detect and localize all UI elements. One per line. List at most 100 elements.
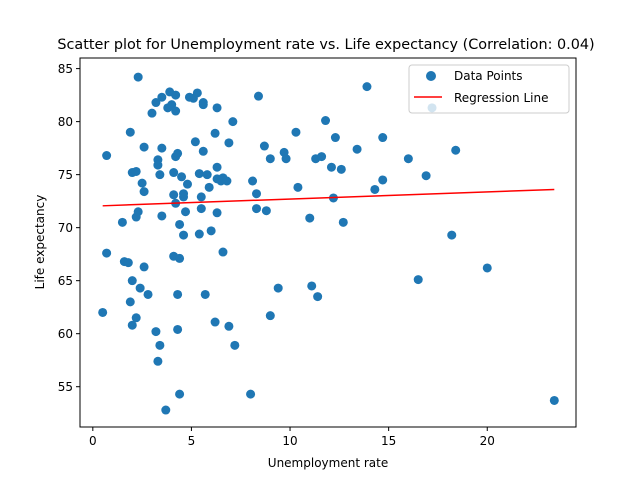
data-point [210,317,220,327]
data-point [181,207,191,217]
data-point [198,100,208,110]
data-point [248,176,258,186]
data-point [135,283,145,293]
data-point [218,247,228,257]
data-point [224,321,234,331]
regression-line [102,188,555,207]
data-point [273,283,283,293]
data-point [177,172,187,182]
data-point [171,106,181,116]
data-point [153,356,163,366]
data-point [139,262,149,272]
data-point [338,217,348,227]
data-point [151,98,161,108]
data-point [413,275,423,285]
y-tick-label: 85 [58,62,73,76]
data-point [447,230,457,240]
data-point [125,297,135,307]
data-point [336,164,346,174]
data-point [252,204,262,214]
y-tick-label: 75 [58,168,73,182]
data-point [131,166,141,176]
data-point [212,162,222,172]
data-point [378,175,388,185]
data-point [305,213,315,223]
data-point [330,133,340,143]
chart-title: Scatter plot for Unemployment rate vs. L… [57,37,594,53]
data-point [200,289,210,299]
data-point [161,405,171,415]
data-point [326,162,336,172]
data-point [362,82,372,92]
data-point [123,258,133,268]
data-point [175,219,185,229]
data-point [192,88,202,98]
y-axis-label: Life expectancy [33,195,47,290]
data-point [155,170,165,180]
data-point [194,169,204,179]
data-points [98,72,559,415]
data-point [317,152,327,162]
y-tick-label: 55 [58,380,73,394]
x-axis-label: Unemployment rate [268,456,388,470]
data-point [137,178,147,188]
data-point [265,311,275,321]
x-tick-label: 20 [480,434,495,448]
data-point [281,154,291,164]
x-tick-label: 10 [282,434,297,448]
data-point [321,116,331,126]
data-point [403,154,413,164]
x-tick-label: 5 [188,434,196,448]
data-point [252,189,262,199]
axis-ticks: 0 5 10 15 20 55 60 65 70 75 80 85 [58,62,495,448]
data-point [190,137,200,147]
data-point [179,230,189,240]
data-point [169,168,179,178]
data-point [204,182,214,192]
data-point [133,207,143,217]
data-point [202,170,212,180]
data-point [157,92,167,102]
data-point [370,184,380,194]
data-point [173,289,183,299]
data-point [194,229,204,239]
y-tick-label: 80 [58,115,73,129]
data-point [179,189,189,199]
legend: Data Points Regression Line [408,64,570,114]
data-point [198,146,208,156]
data-point [139,142,149,152]
legend-marker-data-points [426,71,436,81]
data-point [307,281,317,291]
data-point [153,160,163,170]
legend-label-regression-line: Regression Line [454,91,548,105]
data-point [175,253,185,263]
y-tick-label: 65 [58,274,73,288]
data-point [206,226,216,236]
data-point [230,340,240,350]
data-point [228,117,238,127]
data-point [451,145,461,155]
data-point [157,143,167,153]
data-point [173,324,183,334]
data-point [125,127,135,137]
data-point [549,395,559,405]
data-point [147,108,157,118]
data-point [133,72,143,82]
data-point [222,176,232,186]
data-point [246,389,256,399]
data-point [261,206,271,216]
data-point [253,91,263,101]
data-point [196,204,206,214]
data-point [102,151,112,161]
data-point [127,276,137,286]
data-point [378,133,388,143]
legend-box [408,64,570,114]
data-point [102,248,112,258]
data-point [98,307,108,317]
data-point [421,171,431,181]
y-tick-label: 60 [58,327,73,341]
data-point [352,144,362,154]
data-point [212,103,222,113]
data-point [224,138,234,148]
